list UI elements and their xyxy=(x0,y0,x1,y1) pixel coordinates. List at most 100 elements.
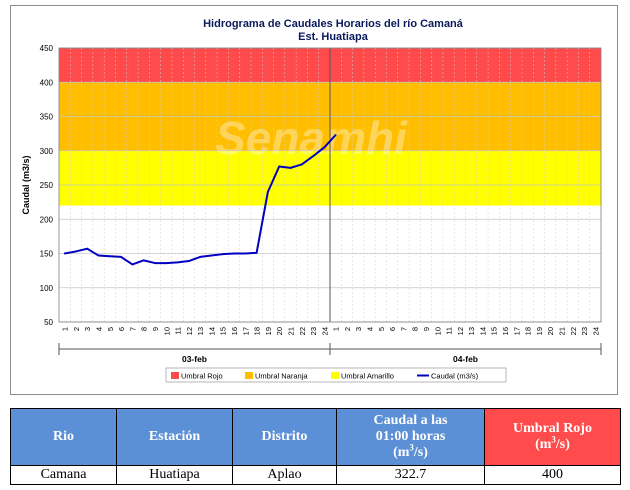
data-point xyxy=(233,252,235,255)
x-tick-label: 10 xyxy=(162,327,171,335)
data-point xyxy=(289,166,292,169)
x-tick-label: 23 xyxy=(580,327,589,335)
data-point xyxy=(221,253,224,256)
x-tick-label: 11 xyxy=(445,327,454,335)
x-tick-label: 1 xyxy=(61,327,70,331)
x-tick-label: 22 xyxy=(569,327,578,335)
y-tick-label: 250 xyxy=(40,181,54,190)
y-tick-label: 200 xyxy=(40,215,54,224)
data-point xyxy=(120,256,123,258)
data-point xyxy=(63,252,66,255)
header-distrito: Distrito xyxy=(232,408,337,466)
x-tick-label: 8 xyxy=(140,327,149,331)
data-point xyxy=(334,134,337,136)
table-header-row: Rio Estación Distrito Caudal a las 01:00… xyxy=(10,408,621,466)
data-point xyxy=(244,252,247,255)
data-point xyxy=(266,190,269,193)
data-point xyxy=(108,255,111,258)
x-tick-label: 5 xyxy=(106,327,115,331)
x-tick-label: 14 xyxy=(478,327,487,335)
data-point xyxy=(131,263,134,266)
legend-swatch xyxy=(245,372,253,379)
x-tick-label: 16 xyxy=(230,327,239,335)
header-caudal: Caudal a las 01:00 horas (m3/s) xyxy=(336,408,485,466)
y-tick-label: 450 xyxy=(40,44,54,53)
y-tick-label: 50 xyxy=(44,318,53,327)
data-point xyxy=(176,261,179,264)
x-tick-label: 19 xyxy=(535,327,544,335)
x-tick-label: 7 xyxy=(128,327,137,331)
x-tick-label: 9 xyxy=(151,327,160,331)
legend-item-label: Umbral Amarillo xyxy=(341,372,394,381)
x-tick-label: 23 xyxy=(309,327,318,335)
cell-umbral: 400 xyxy=(484,465,621,485)
header-rio: Rio xyxy=(10,408,117,466)
x-tick-label: 17 xyxy=(241,327,250,335)
x-tick-label: 21 xyxy=(557,327,566,335)
x-tick-label: 6 xyxy=(388,327,397,331)
x-tick-label: 15 xyxy=(490,327,499,335)
x-tick-label: 10 xyxy=(433,327,442,335)
x-tick-label: 8 xyxy=(411,327,420,331)
x-tick-label: 19 xyxy=(264,327,273,335)
data-point xyxy=(255,251,258,254)
x-tick-label: 24 xyxy=(591,327,600,335)
x-tick-label: 3 xyxy=(354,327,363,331)
x-tick-label: 20 xyxy=(275,327,284,335)
x-tick-label: 4 xyxy=(366,327,375,331)
watermark-text: Senamhi xyxy=(215,112,408,164)
y-tick-label: 100 xyxy=(40,284,54,293)
x-tick-label: 11 xyxy=(174,327,183,335)
x-tick-label: 1 xyxy=(332,327,341,331)
legend-swatch xyxy=(171,372,179,379)
data-point xyxy=(142,259,145,262)
day-label: 04-feb xyxy=(453,354,478,364)
x-tick-label: 13 xyxy=(467,327,476,335)
data-point xyxy=(165,262,168,264)
chart-frame: Hidrograma de Caudales Horarios del río … xyxy=(10,5,618,395)
data-point xyxy=(210,254,213,257)
y-tick-label: 350 xyxy=(40,113,54,122)
data-point xyxy=(86,247,89,250)
y-tick-label: 400 xyxy=(40,78,54,87)
x-tick-label: 4 xyxy=(95,327,104,331)
data-point xyxy=(199,256,202,258)
data-point xyxy=(312,155,314,158)
cell-rio: Camana xyxy=(10,465,117,485)
x-tick-label: 7 xyxy=(399,327,408,331)
x-tick-label: 5 xyxy=(377,327,386,331)
x-tick-label: 14 xyxy=(207,327,216,335)
hydrograph-chart: Hidrograma de Caudales Horarios del río … xyxy=(21,18,602,383)
data-point xyxy=(97,254,100,257)
data-point xyxy=(323,146,326,149)
legend-item-label: Caudal (m3/s) xyxy=(431,372,479,381)
data-point xyxy=(75,250,77,253)
x-tick-label: 13 xyxy=(196,327,205,335)
cell-caudal: 322.7 xyxy=(336,465,485,485)
flow-summary-table: Rio Estación Distrito Caudal a las 01:00… xyxy=(10,408,621,485)
legend-item-label: Umbral Rojo xyxy=(181,372,223,381)
x-tick-label: 3 xyxy=(83,327,92,331)
x-tick-label: 20 xyxy=(546,327,555,335)
x-tick-label: 6 xyxy=(117,327,126,331)
x-tick-label: 2 xyxy=(72,327,81,331)
header-umbral-rojo: Umbral Rojo (m3/s) xyxy=(484,408,621,466)
x-tick-label: 17 xyxy=(512,327,521,335)
plot-area-border xyxy=(58,47,602,323)
y-tick-label: 300 xyxy=(40,147,54,156)
x-tick-label: 15 xyxy=(219,327,228,335)
x-tick-label: 21 xyxy=(286,327,295,335)
x-tick-label: 22 xyxy=(298,327,307,335)
x-tick-label: 24 xyxy=(320,327,329,335)
data-point xyxy=(300,163,303,166)
x-tick-label: 18 xyxy=(253,327,262,335)
x-tick-label: 2 xyxy=(343,327,352,331)
table-row: Camana Huatiapa Aplao 322.7 400 xyxy=(10,465,621,485)
x-tick-label: 16 xyxy=(501,327,510,335)
legend-item-label: Umbral Naranja xyxy=(255,372,308,381)
cell-estacion: Huatiapa xyxy=(116,465,233,485)
chart-title: Hidrograma de Caudales Horarios del río … xyxy=(203,18,464,30)
x-tick-label: 18 xyxy=(524,327,533,335)
data-point xyxy=(278,165,281,168)
x-tick-label: 9 xyxy=(422,327,431,331)
